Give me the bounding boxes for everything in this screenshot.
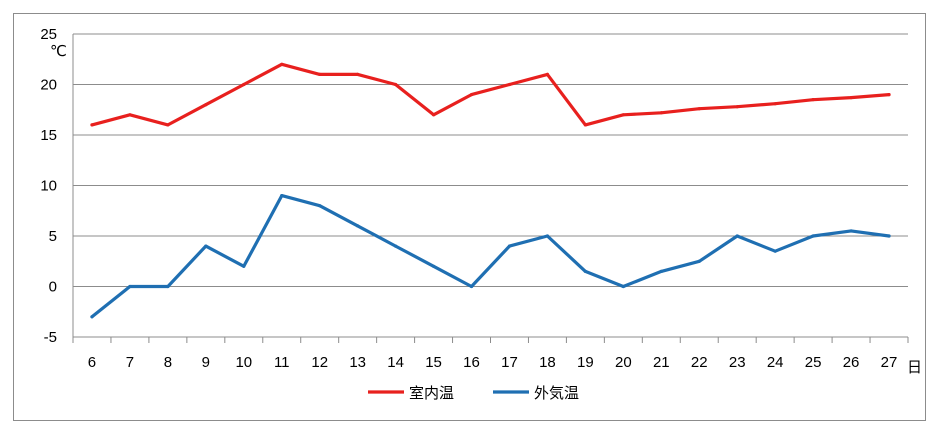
- x-tick-label-12: 12: [311, 354, 328, 371]
- data-point-0-20: [621, 113, 625, 117]
- x-tick-label-18: 18: [539, 354, 556, 371]
- data-point-1-22: [697, 259, 701, 263]
- x-tick-label-16: 16: [463, 354, 480, 371]
- x-unit-label: 日: [907, 358, 922, 376]
- data-point-1-9: [204, 244, 208, 248]
- x-tick-label-13: 13: [349, 354, 366, 371]
- data-point-1-26: [849, 229, 853, 233]
- x-tick-labels: 6 7 8 9 10 11 12 13 14 15 16 17 18 19 20 21 22 23 24 25 26 27: [88, 354, 898, 371]
- data-point-1-21: [659, 269, 663, 273]
- data-point-1-13: [356, 224, 360, 228]
- y-tick-label-25: 25: [40, 26, 57, 43]
- data-point-0-6: [90, 123, 94, 127]
- data-point-1-11: [280, 194, 284, 198]
- x-tick-label-23: 23: [729, 354, 746, 371]
- x-tick-label-22: 22: [691, 354, 708, 371]
- data-point-1-10: [242, 264, 246, 268]
- x-tick-label-10: 10: [235, 354, 252, 371]
- x-tick-label-15: 15: [425, 354, 442, 371]
- data-point-0-8: [166, 123, 170, 127]
- data-point-1-8: [166, 284, 170, 289]
- x-tick-label-11: 11: [274, 354, 290, 371]
- x-tick-label-9: 9: [202, 354, 210, 371]
- data-point-0-21: [659, 111, 663, 115]
- gridlines: [73, 33, 908, 338]
- x-tick-label-27: 27: [881, 354, 898, 371]
- data-point-1-20: [621, 284, 625, 289]
- data-point-0-10: [242, 82, 246, 87]
- data-point-0-25: [811, 98, 815, 102]
- x-tick-label-21: 21: [653, 354, 670, 371]
- data-point-0-14: [394, 82, 398, 87]
- axes: [72, 34, 909, 343]
- y-tick-label-5: 5: [49, 228, 57, 245]
- data-point-0-27: [887, 93, 891, 97]
- legend: 室内温 外気温: [368, 384, 579, 402]
- data-point-0-13: [356, 72, 360, 76]
- y-tick-label--5: -5: [44, 329, 57, 346]
- data-point-1-6: [90, 315, 94, 319]
- data-point-1-14: [394, 244, 398, 248]
- y-tick-label-0: 0: [49, 279, 57, 296]
- data-point-1-16: [469, 284, 474, 289]
- x-tick-label-24: 24: [767, 354, 784, 371]
- data-point-0-23: [735, 105, 739, 109]
- data-point-1-27: [887, 234, 891, 238]
- x-tick-label-8: 8: [164, 354, 172, 371]
- y-tick-label-10: 10: [40, 178, 57, 195]
- y-tick-label-15: 15: [40, 127, 57, 144]
- data-point-0-12: [318, 72, 322, 76]
- legend-label-indoor: 室内温: [409, 384, 454, 402]
- x-tick-label-19: 19: [577, 354, 594, 371]
- data-point-1-15: [431, 264, 436, 268]
- data-point-1-19: [583, 269, 587, 273]
- x-tick-label-20: 20: [615, 354, 632, 371]
- series-lines: [90, 62, 891, 319]
- y-tick-label-20: 20: [40, 77, 57, 94]
- data-point-0-7: [128, 113, 132, 117]
- data-point-0-22: [697, 107, 701, 111]
- data-point-0-11: [280, 62, 284, 66]
- series-line-1: [90, 194, 891, 319]
- data-point-0-24: [773, 102, 777, 106]
- data-point-0-17: [507, 82, 512, 87]
- chart-frame: [13, 13, 926, 421]
- data-point-0-26: [849, 96, 853, 100]
- data-point-0-19: [583, 123, 587, 127]
- data-point-1-7: [128, 284, 132, 289]
- data-point-1-24: [773, 249, 777, 253]
- data-point-0-16: [469, 93, 474, 97]
- data-point-0-18: [545, 72, 550, 76]
- data-point-0-9: [204, 103, 208, 107]
- data-point-1-23: [735, 234, 739, 238]
- x-tick-label-17: 17: [501, 354, 518, 371]
- data-point-1-18: [545, 234, 550, 238]
- data-point-1-12: [318, 204, 322, 208]
- x-tick-label-25: 25: [805, 354, 822, 371]
- x-tick-label-7: 7: [126, 354, 134, 371]
- y-tick-labels: -5 0 5 10 15 20 25: [40, 26, 57, 346]
- series-line-0: [90, 62, 891, 127]
- y-unit-label: ℃: [50, 42, 67, 60]
- x-tick-label-6: 6: [88, 354, 96, 371]
- data-point-0-15: [431, 113, 436, 117]
- legend-label-outdoor: 外気温: [534, 384, 579, 402]
- x-tick-label-26: 26: [843, 354, 860, 371]
- data-point-1-25: [811, 234, 815, 238]
- x-tick-label-14: 14: [387, 354, 404, 371]
- data-point-1-17: [507, 244, 512, 248]
